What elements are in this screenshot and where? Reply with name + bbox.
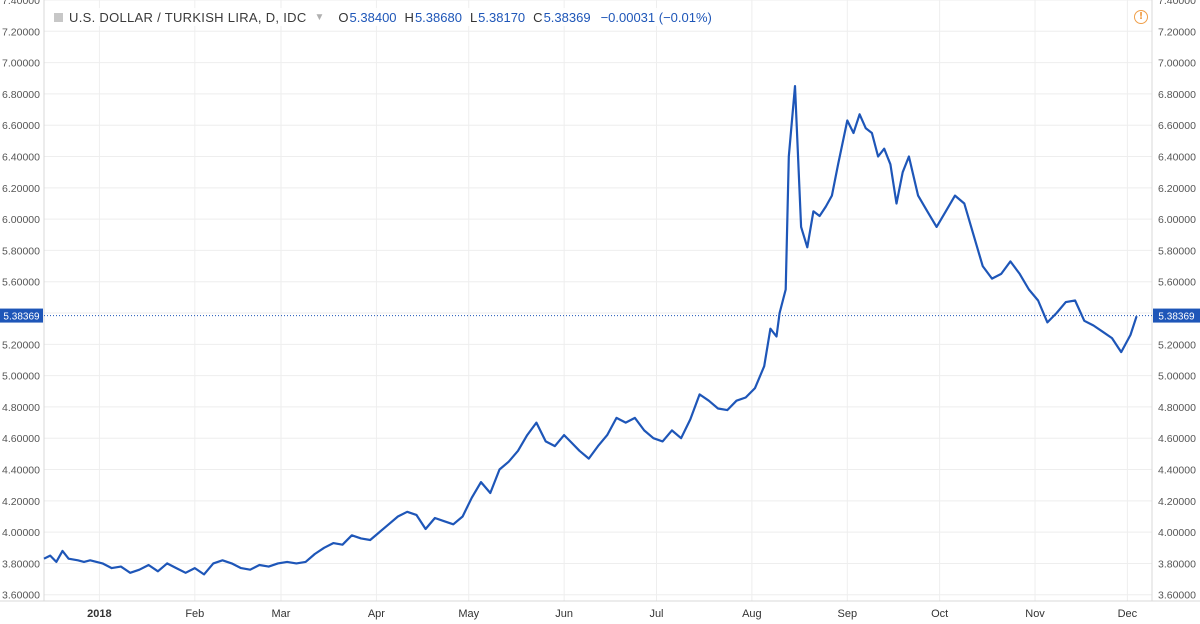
- y-tick-label-left: 5.80000: [2, 245, 40, 257]
- x-tick-label[interactable]: Dec: [1118, 608, 1138, 620]
- y-tick-label-left: 6.80000: [2, 89, 40, 101]
- y-tick-label-right[interactable]: 6.40000: [1158, 152, 1196, 164]
- y-tick-label-right[interactable]: 7.20000: [1158, 26, 1196, 38]
- y-tick-label-left: 5.00000: [2, 371, 40, 383]
- chart-legend: U.S. DOLLAR / TURKISH LIRA, D, IDC ▼ O5.…: [54, 8, 712, 26]
- last-price-label-left: 5.38369: [3, 312, 40, 323]
- y-tick-label-left: 4.60000: [2, 433, 40, 445]
- x-tick-label[interactable]: Nov: [1025, 608, 1045, 620]
- price-line: [43, 84, 1138, 576]
- last-price-label-right: 5.38369: [1158, 312, 1195, 323]
- x-tick-label[interactable]: Mar: [272, 608, 291, 620]
- y-tick-label-left: 7.20000: [2, 26, 40, 38]
- square-icon: [54, 12, 63, 22]
- exclamation-circle-icon[interactable]: !: [1134, 10, 1148, 24]
- chevron-down-icon[interactable]: ▼: [314, 11, 325, 23]
- close-value: C5.38369: [533, 9, 591, 25]
- x-tick-label[interactable]: Oct: [931, 608, 948, 620]
- x-tick-label[interactable]: Apr: [368, 608, 385, 620]
- change-value: −0.00031 (−0.01%): [600, 9, 712, 25]
- y-tick-label-left: 5.20000: [2, 339, 40, 351]
- x-tick-label[interactable]: Jun: [555, 608, 573, 620]
- y-tick-label-right[interactable]: 4.40000: [1158, 465, 1196, 477]
- y-tick-label-left: 4.00000: [2, 527, 40, 539]
- y-tick-label-right[interactable]: 7.40000: [1158, 0, 1196, 7]
- y-tick-label-right[interactable]: 4.80000: [1158, 402, 1196, 414]
- last-price-tag: [1153, 308, 1200, 323]
- y-tick-label-right[interactable]: 4.60000: [1158, 433, 1196, 445]
- low-value: L5.38170: [469, 9, 526, 25]
- y-tick-label-left: 7.40000: [2, 0, 40, 7]
- high-value: H5.38680: [404, 9, 462, 25]
- y-tick-label-right[interactable]: 6.00000: [1158, 214, 1196, 226]
- y-tick-label-left: 7.00000: [2, 58, 40, 70]
- symbol-title[interactable]: U.S. DOLLAR / TURKISH LIRA, D, IDC: [69, 9, 307, 25]
- y-tick-label-right[interactable]: 5.00000: [1158, 371, 1196, 383]
- y-tick-label-right[interactable]: 4.00000: [1158, 527, 1196, 539]
- y-tick-label-left: 6.40000: [2, 152, 40, 164]
- y-tick-label-right[interactable]: 3.80000: [1158, 558, 1196, 570]
- x-tick-label[interactable]: Aug: [742, 608, 762, 620]
- y-tick-label-left: 5.60000: [2, 277, 40, 289]
- x-tick-label[interactable]: Jul: [649, 608, 663, 620]
- x-tick-label[interactable]: May: [458, 608, 479, 620]
- y-tick-label-right[interactable]: 4.20000: [1158, 496, 1196, 508]
- y-tick-label-right[interactable]: 6.20000: [1158, 183, 1196, 195]
- y-tick-label-right[interactable]: 6.60000: [1158, 120, 1196, 132]
- y-tick-label-left: 6.00000: [2, 214, 40, 226]
- open-value: O5.38400: [338, 9, 397, 25]
- x-tick-label[interactable]: Sep: [838, 608, 858, 620]
- y-tick-label-right[interactable]: 7.00000: [1158, 58, 1196, 70]
- y-tick-label-right[interactable]: 6.80000: [1158, 89, 1196, 101]
- y-tick-label-left: 6.60000: [2, 120, 40, 132]
- y-tick-label-left: 4.40000: [2, 465, 40, 477]
- x-tick-label[interactable]: Feb: [185, 608, 204, 620]
- y-tick-label-right[interactable]: 5.60000: [1158, 277, 1196, 289]
- y-tick-label-right[interactable]: 3.60000: [1158, 590, 1196, 602]
- y-tick-label-left: 3.80000: [2, 558, 40, 570]
- y-tick-label-right[interactable]: 5.80000: [1158, 245, 1196, 257]
- y-tick-label-right[interactable]: 5.20000: [1158, 339, 1196, 351]
- y-tick-label-left: 4.20000: [2, 496, 40, 508]
- open-number: 5.38400: [349, 9, 397, 25]
- y-tick-label-left: 6.20000: [2, 183, 40, 195]
- last-price-tag: [0, 308, 43, 323]
- y-tick-label-left: 3.60000: [2, 590, 40, 602]
- x-tick-label[interactable]: 2018: [87, 608, 111, 620]
- y-tick-label-left: 4.80000: [2, 402, 40, 414]
